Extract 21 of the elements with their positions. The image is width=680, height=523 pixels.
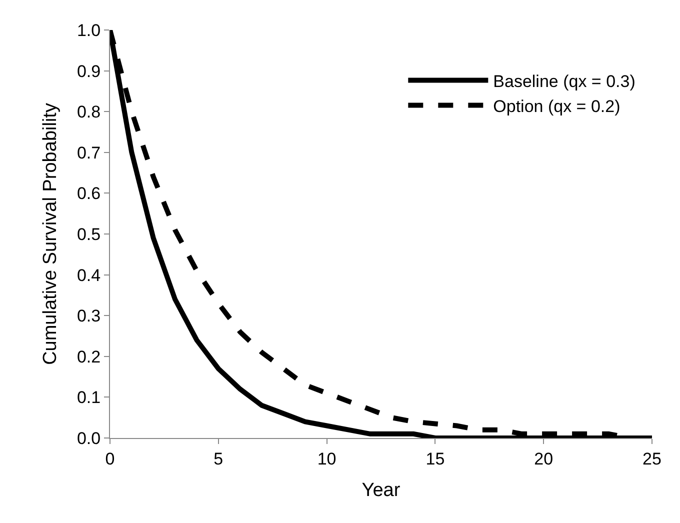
y-tick-label: 0.9: [76, 62, 101, 81]
y-tick-label: 0.8: [76, 102, 101, 122]
y-axis-title: Cumulative Survival Probability: [40, 102, 61, 365]
y-tick-label: 0.6: [76, 184, 101, 204]
y-tick-label: 0.0: [76, 428, 101, 448]
y-tick-label: 0.1: [76, 388, 101, 408]
x-axis-title: Year: [362, 480, 401, 502]
x-tick-label: 5: [214, 449, 224, 468]
x-tick-label: 10: [317, 449, 336, 468]
y-tick-label: 1.0: [76, 20, 101, 40]
y-tick-label: 0.4: [76, 266, 101, 285]
legend-label: Baseline (qx = 0.3): [493, 72, 636, 91]
y-tick-label: 0.7: [76, 143, 101, 162]
x-tick-label: 25: [642, 449, 662, 468]
x-tick-label: 20: [534, 449, 554, 468]
legend-label: Option (qx = 0.2): [493, 96, 620, 116]
x-tick-label: 0: [105, 449, 115, 468]
x-tick-label: 15: [426, 449, 445, 468]
y-tick-label: 0.3: [76, 306, 101, 326]
y-tick-label: 0.2: [76, 347, 101, 366]
y-tick-label: 0.5: [76, 224, 101, 244]
